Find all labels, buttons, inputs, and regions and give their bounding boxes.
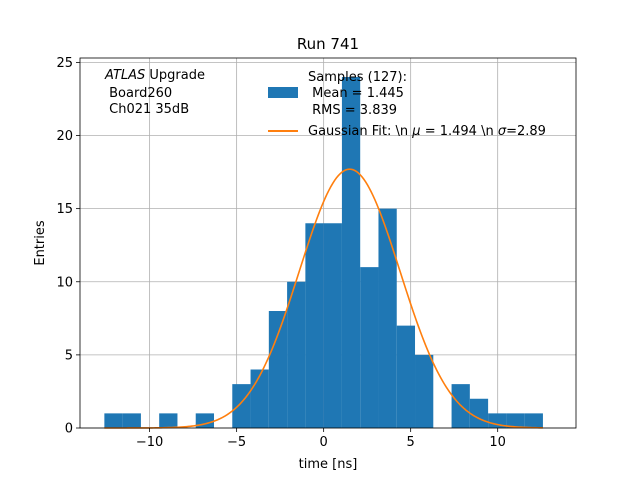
histogram-bar (506, 413, 525, 428)
histogram-bar (488, 413, 507, 428)
legend-histogram-label-1: Samples (127): (308, 70, 407, 85)
histogram-bar (232, 384, 251, 428)
y-ticks: 0 5 10 15 20 25 (56, 56, 80, 437)
y-tick-label: 20 (56, 129, 73, 144)
legend-histogram-label-3: RMS = 3.839 (308, 103, 397, 118)
x-tick-label: 10 (489, 435, 506, 450)
x-axis-label: time [ns] (299, 457, 358, 472)
plot-frame (79, 57, 577, 429)
histogram-bar (360, 267, 379, 428)
legend-fit-prefix: Gaussian Fit: \n (308, 124, 412, 139)
histogram-bar (287, 281, 306, 428)
x-tick-label: −5 (227, 435, 246, 450)
histogram-bar (122, 413, 141, 428)
annotation-line-1: ATLAS Upgrade (104, 68, 205, 83)
histogram-bar (323, 223, 342, 428)
y-tick-label: 15 (56, 202, 73, 217)
histogram-bar (305, 223, 324, 428)
y-tick-label: 25 (56, 56, 73, 71)
histogram-bar (378, 208, 397, 428)
legend-fit-middle: = 1.494 \n (421, 124, 498, 139)
histogram-bar (250, 369, 269, 428)
histogram-bar (268, 311, 288, 428)
histogram-bars (104, 77, 543, 429)
histogram-bar (159, 413, 178, 428)
annotation-atlas: ATLAS (104, 68, 145, 83)
atlas-annotation: ATLAS Upgrade Board260 Ch021 35dB (104, 68, 205, 117)
histogram-bar (469, 398, 489, 428)
annotation-upgrade: Upgrade (145, 68, 205, 83)
x-tick-label: 5 (407, 435, 415, 450)
x-tick-label: −10 (136, 435, 163, 450)
legend-histogram-swatch (268, 87, 298, 98)
legend-fit-label: Gaussian Fit: \n μ = 1.494 \n σ=2.89 (308, 124, 546, 139)
annotation-line-2: Board260 (105, 86, 172, 101)
chart-title: Run 741 (297, 35, 359, 53)
histogram-bar (104, 413, 123, 428)
legend-histogram-label-2: Mean = 1.445 (308, 86, 404, 101)
x-ticks: −10 −5 0 5 10 (136, 428, 506, 450)
y-tick-label: 5 (65, 348, 73, 363)
legend-fit-sigma: σ (498, 124, 507, 139)
histogram-bar (415, 354, 434, 428)
legend-fit-mu: μ (411, 124, 420, 139)
legend-fit-suffix: =2.89 (506, 124, 546, 139)
histogram-bar (341, 77, 361, 429)
x-tick-label: 0 (320, 435, 328, 450)
annotation-line-3: Ch021 35dB (105, 102, 189, 117)
histogram-bar (524, 413, 543, 428)
gaussian-fit-line (104, 168, 543, 429)
legend: Samples (127): Mean = 1.445 RMS = 3.839 … (268, 70, 546, 139)
histogram-bar (396, 325, 416, 428)
y-axis-label: Entries (33, 220, 48, 266)
y-tick-label: 0 (65, 422, 73, 437)
y-tick-label: 10 (56, 275, 73, 290)
